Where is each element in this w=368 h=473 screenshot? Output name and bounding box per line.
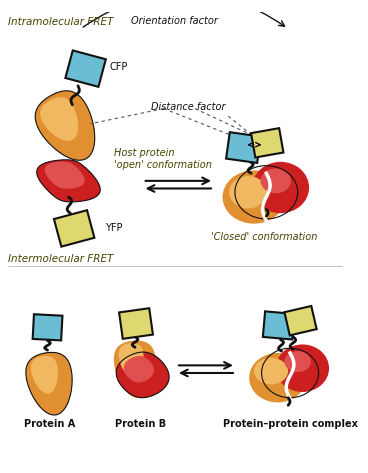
- Polygon shape: [114, 341, 156, 398]
- Polygon shape: [35, 91, 95, 160]
- Text: CFP: CFP: [109, 62, 128, 72]
- Ellipse shape: [254, 358, 288, 385]
- Ellipse shape: [223, 170, 285, 224]
- Text: Orientation factor: Orientation factor: [131, 17, 217, 26]
- Ellipse shape: [261, 168, 291, 193]
- Ellipse shape: [252, 162, 309, 213]
- Text: Host protein
'open' conformation: Host protein 'open' conformation: [114, 148, 212, 170]
- Polygon shape: [284, 306, 316, 335]
- Polygon shape: [37, 160, 100, 202]
- Polygon shape: [33, 314, 63, 341]
- Ellipse shape: [276, 344, 329, 392]
- FancyArrowPatch shape: [83, 0, 284, 27]
- Polygon shape: [119, 308, 153, 339]
- Text: Intramolecular FRET: Intramolecular FRET: [8, 18, 113, 27]
- Ellipse shape: [229, 176, 267, 209]
- Polygon shape: [66, 51, 106, 87]
- Ellipse shape: [284, 351, 311, 372]
- Polygon shape: [54, 210, 95, 246]
- Polygon shape: [116, 352, 169, 398]
- Text: YFP: YFP: [105, 223, 122, 233]
- Polygon shape: [251, 128, 283, 158]
- Ellipse shape: [249, 353, 306, 403]
- Polygon shape: [45, 162, 85, 189]
- Polygon shape: [31, 356, 58, 394]
- Text: Distance factor: Distance factor: [151, 102, 226, 112]
- Polygon shape: [40, 97, 78, 141]
- Text: Intermolecular FRET: Intermolecular FRET: [8, 254, 113, 264]
- Text: Protein A: Protein A: [24, 419, 75, 429]
- Polygon shape: [124, 356, 154, 383]
- Polygon shape: [119, 343, 144, 377]
- Text: Protein B: Protein B: [115, 419, 166, 429]
- Polygon shape: [263, 311, 294, 340]
- Polygon shape: [226, 132, 261, 163]
- Polygon shape: [26, 352, 72, 415]
- Text: 'Closed' conformation: 'Closed' conformation: [211, 232, 318, 242]
- Text: Protein–protein complex: Protein–protein complex: [223, 419, 358, 429]
